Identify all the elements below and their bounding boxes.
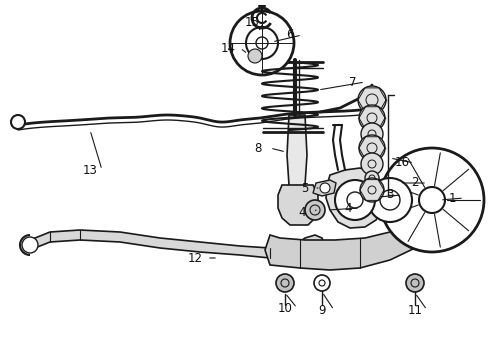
- Text: 2: 2: [411, 176, 419, 189]
- Text: 11: 11: [408, 303, 422, 316]
- Text: 5: 5: [301, 181, 309, 194]
- Text: 13: 13: [82, 163, 98, 176]
- Polygon shape: [287, 115, 307, 192]
- Circle shape: [360, 178, 384, 202]
- Text: 15: 15: [245, 15, 259, 28]
- Polygon shape: [326, 168, 384, 228]
- Circle shape: [11, 115, 25, 129]
- Text: 16: 16: [394, 157, 410, 170]
- Circle shape: [314, 275, 330, 291]
- Text: 10: 10: [277, 302, 293, 315]
- Circle shape: [361, 153, 383, 175]
- Text: 1: 1: [448, 192, 456, 204]
- Text: 9: 9: [318, 303, 326, 316]
- Circle shape: [230, 11, 294, 75]
- Polygon shape: [30, 230, 325, 260]
- Polygon shape: [313, 180, 336, 196]
- Circle shape: [358, 86, 386, 114]
- Circle shape: [406, 274, 424, 292]
- Text: 14: 14: [220, 41, 236, 54]
- Circle shape: [276, 274, 294, 292]
- Circle shape: [359, 105, 385, 131]
- Circle shape: [368, 178, 412, 222]
- Circle shape: [22, 237, 38, 253]
- Text: 8: 8: [254, 141, 262, 154]
- Text: 4: 4: [344, 202, 352, 215]
- Text: 4: 4: [298, 207, 306, 220]
- Text: 6: 6: [286, 28, 294, 41]
- Polygon shape: [378, 168, 418, 228]
- Text: 7: 7: [349, 76, 357, 89]
- Circle shape: [365, 171, 379, 185]
- Text: 12: 12: [188, 252, 202, 265]
- Circle shape: [305, 200, 325, 220]
- Circle shape: [380, 148, 484, 252]
- Circle shape: [320, 183, 330, 193]
- Circle shape: [335, 180, 375, 220]
- Circle shape: [361, 123, 383, 145]
- Circle shape: [248, 49, 262, 63]
- Polygon shape: [265, 216, 435, 270]
- Text: 3: 3: [386, 189, 393, 202]
- Polygon shape: [243, 48, 267, 65]
- Circle shape: [359, 135, 385, 161]
- Polygon shape: [278, 185, 318, 225]
